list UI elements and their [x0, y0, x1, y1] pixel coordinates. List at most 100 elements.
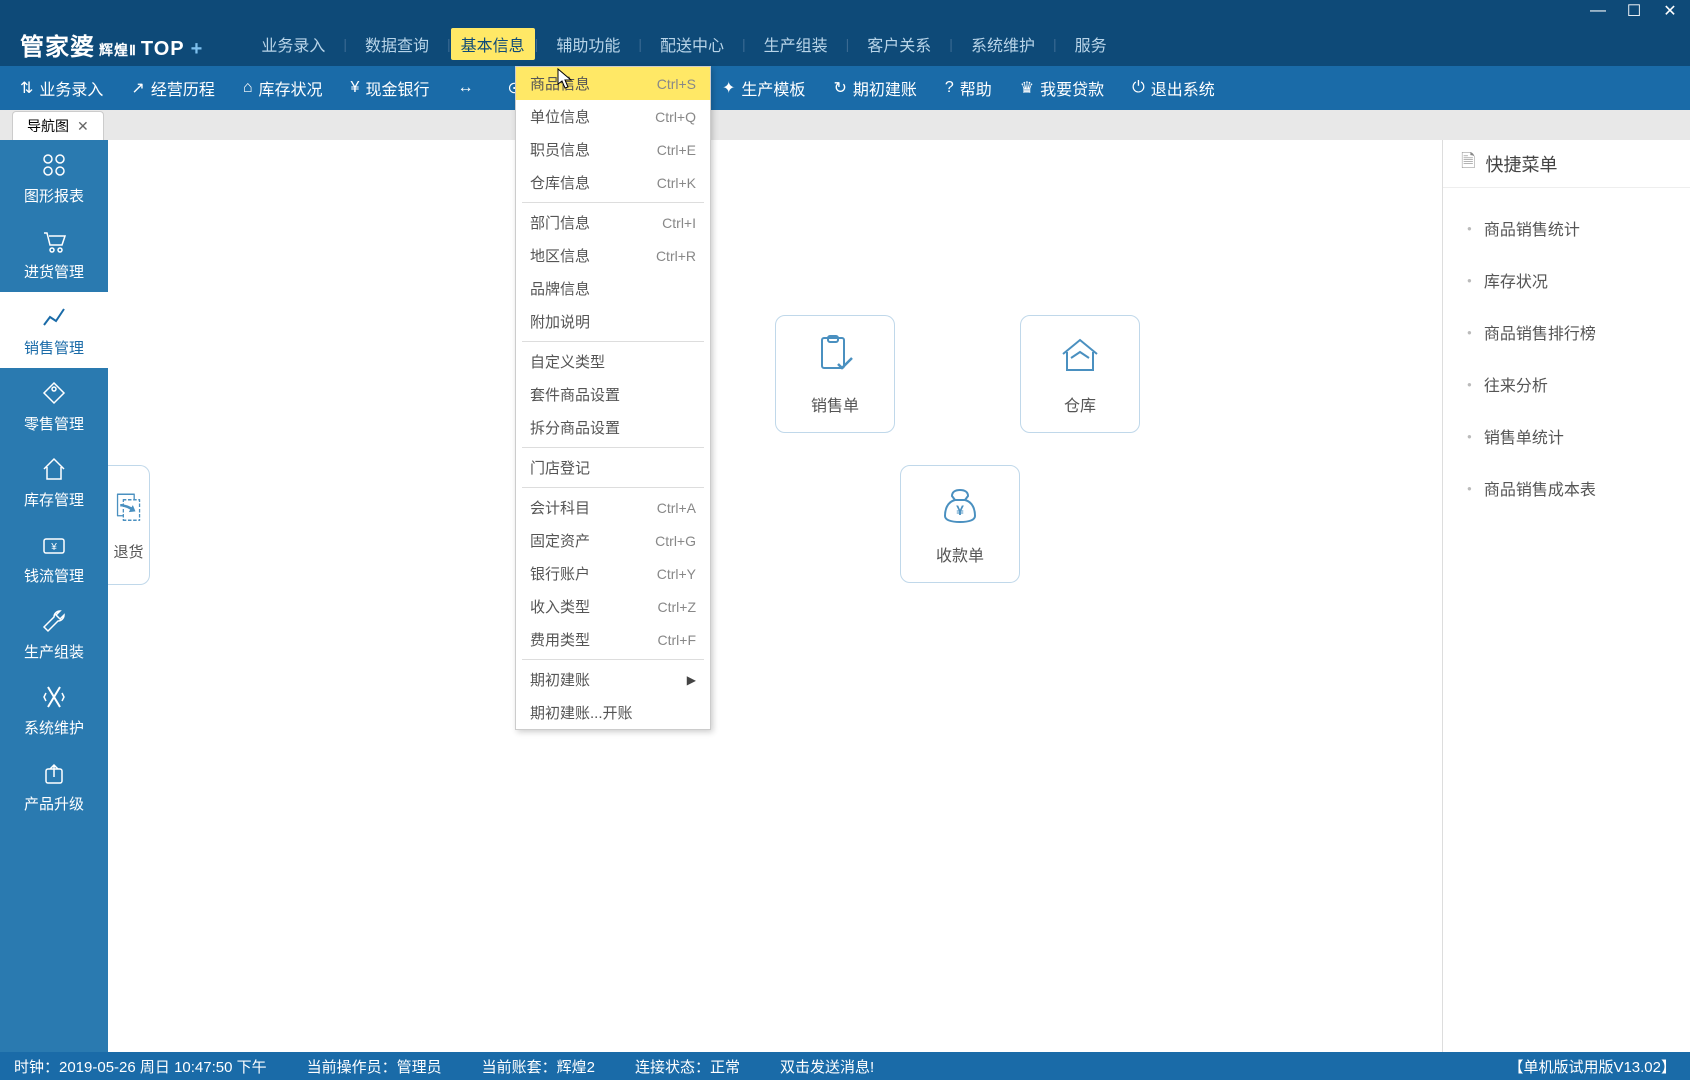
dropdown-item-0-2[interactable]: 职员信息Ctrl+E — [516, 133, 710, 166]
chevron-right-icon: ▶ — [687, 673, 696, 687]
toolbar-item-0[interactable]: ⇅业务录入 — [20, 76, 103, 100]
dropdown-item-2-0[interactable]: 自定义类型 — [516, 345, 710, 378]
dropdown-item-4-3[interactable]: 收入类型Ctrl+Z — [516, 590, 710, 623]
toolbar-item-2[interactable]: ⌂库存状况 — [243, 76, 323, 100]
titlebar: — ☐ ✕ — [0, 0, 1690, 22]
quickmenu-item-0[interactable]: ●商品销售统计 — [1443, 202, 1690, 254]
card-return-partial[interactable]: ⎘ 退货 — [108, 465, 150, 585]
toolbar-item-9[interactable]: ? 帮助 — [945, 76, 992, 100]
sidebar-item-1[interactable]: 进货管理 — [0, 216, 108, 292]
card-2[interactable]: ¥收款单 — [900, 465, 1020, 583]
card-1[interactable]: 仓库 — [1020, 315, 1140, 433]
sidebar-icon — [40, 607, 68, 635]
card-label: 销售单 — [811, 392, 859, 416]
toolbar-label: 帮助 — [960, 76, 992, 100]
quickmenu-item-4[interactable]: ●销售单统计 — [1443, 410, 1690, 462]
toolbar-icon: ♛ — [1020, 78, 1034, 98]
sidebar-label: 零售管理 — [24, 413, 84, 434]
menu-item-2[interactable]: 基本信息 — [451, 28, 535, 60]
return-icon: ⎘ — [116, 489, 142, 527]
dropdown-item-1-3[interactable]: 附加说明 — [516, 305, 710, 338]
dropdown-shortcut: Ctrl+Y — [657, 566, 696, 582]
dropdown-label: 职员信息 — [530, 139, 590, 160]
menu-item-6[interactable]: 客户关系 — [849, 32, 949, 56]
toolbar-item-8[interactable]: ↻期初建账 — [833, 76, 916, 100]
dropdown-item-2-2[interactable]: 拆分商品设置 — [516, 411, 710, 444]
dropdown-item-1-2[interactable]: 品牌信息 — [516, 272, 710, 305]
toolbar-label: 我要贷款 — [1040, 76, 1104, 100]
toolbar-item-4[interactable]: ↔ — [457, 79, 479, 97]
status-message[interactable]: 双击发送消息! — [780, 1056, 874, 1077]
dropdown-label: 自定义类型 — [530, 351, 605, 372]
dropdown-item-0-1[interactable]: 单位信息Ctrl+Q — [516, 100, 710, 133]
dropdown-item-1-0[interactable]: 部门信息Ctrl+I — [516, 206, 710, 239]
toolbar-icon: ¥ — [351, 79, 360, 97]
dropdown-item-4-1[interactable]: 固定资产Ctrl+G — [516, 524, 710, 557]
menu-item-8[interactable]: 服务 — [1057, 32, 1125, 56]
svg-text:¥: ¥ — [50, 542, 57, 553]
menu-item-5[interactable]: 生产组装 — [746, 32, 846, 56]
toolbar-item-3[interactable]: ¥现金银行 — [351, 76, 430, 100]
dropdown-item-4-0[interactable]: 会计科目Ctrl+A — [516, 491, 710, 524]
close-button[interactable]: ✕ — [1662, 1, 1678, 21]
dropdown-item-0-0[interactable]: 商品信息Ctrl+S — [516, 67, 710, 100]
tab-nav[interactable]: 导航图 ✕ — [12, 111, 104, 140]
quick-menu-header: 🗎 快捷菜单 — [1443, 140, 1690, 188]
statusbar: 时钟：2019-05-26 周日 10:47:50 下午 当前操作员：管理员 当… — [0, 1052, 1690, 1080]
maximize-button[interactable]: ☐ — [1626, 1, 1642, 21]
sidebar-label: 销售管理 — [24, 337, 84, 358]
quickmenu-label: 往来分析 — [1484, 372, 1548, 396]
sidebar-item-7[interactable]: 系统维护 — [0, 672, 108, 748]
dropdown-label: 拆分商品设置 — [530, 417, 620, 438]
minimize-button[interactable]: — — [1590, 2, 1606, 20]
dropdown-shortcut: Ctrl+G — [655, 533, 696, 549]
dropdown-label: 门店登记 — [530, 457, 590, 478]
canvas: ⎘ 退货 销售单 仓库¥收款单 — [108, 140, 1442, 1052]
dropdown-label: 期初建账...开账 — [530, 702, 633, 723]
sidebar-item-0[interactable]: 图形报表 — [0, 140, 108, 216]
dropdown-item-4-4[interactable]: 费用类型Ctrl+F — [516, 623, 710, 656]
quickmenu-item-5[interactable]: ●商品销售成本表 — [1443, 462, 1690, 514]
status-version: 【单机版试用版V13.02】 — [1508, 1056, 1676, 1077]
dropdown-label: 期初建账 — [530, 669, 590, 690]
sidebar-item-5[interactable]: ¥钱流管理 — [0, 520, 108, 596]
sidebar-label: 库存管理 — [24, 489, 84, 510]
sidebar-label: 生产组装 — [24, 641, 84, 662]
bullet-icon: ● — [1467, 380, 1472, 389]
sidebar-label: 进货管理 — [24, 261, 84, 282]
sidebar-item-8[interactable]: 产品升级 — [0, 748, 108, 824]
toolbar-item-7[interactable]: ✦生产模板 — [722, 76, 805, 100]
dropdown-item-4-2[interactable]: 银行账户Ctrl+Y — [516, 557, 710, 590]
toolbar-item-1[interactable]: ↗经营历程 — [131, 76, 214, 100]
menu-item-1[interactable]: 数据查询 — [347, 32, 447, 56]
menu-item-7[interactable]: 系统维护 — [953, 32, 1053, 56]
sidebar-item-6[interactable]: 生产组装 — [0, 596, 108, 672]
menu-item-4[interactable]: 配送中心 — [642, 32, 742, 56]
dropdown-item-3-0[interactable]: 门店登记 — [516, 451, 710, 484]
dropdown-item-2-1[interactable]: 套件商品设置 — [516, 378, 710, 411]
dropdown-item-0-3[interactable]: 仓库信息Ctrl+K — [516, 166, 710, 199]
dropdown-item-5-0[interactable]: 期初建账 ▶ — [516, 663, 710, 696]
menu-item-3[interactable]: 辅助功能 — [538, 32, 638, 56]
dropdown-shortcut: Ctrl+S — [657, 76, 696, 92]
toolbar-icon: ? — [945, 79, 954, 97]
dropdown-shortcut: Ctrl+K — [657, 175, 696, 191]
menu-item-0[interactable]: 业务录入 — [243, 32, 343, 56]
dropdown-item-1-1[interactable]: 地区信息Ctrl+R — [516, 239, 710, 272]
status-connection: 连接状态：正常 — [635, 1056, 740, 1077]
sidebar-item-2[interactable]: 销售管理 — [0, 292, 108, 368]
card-0[interactable]: 销售单 — [775, 315, 895, 433]
quickmenu-item-1[interactable]: ●库存状况 — [1443, 254, 1690, 306]
toolbar-item-11[interactable]: ⏻退出系统 — [1132, 76, 1215, 100]
dropdown-label: 费用类型 — [530, 629, 590, 650]
toolbar-item-10[interactable]: ♛ 我要贷款 — [1020, 76, 1104, 100]
tab-close-icon[interactable]: ✕ — [77, 118, 89, 135]
sidebar-item-3[interactable]: 零售管理 — [0, 368, 108, 444]
sidebar-icon — [40, 303, 68, 331]
quickmenu-item-2[interactable]: ●商品销售排行榜 — [1443, 306, 1690, 358]
quickmenu-item-3[interactable]: ● 往来分析 — [1443, 358, 1690, 410]
sidebar-item-4[interactable]: 库存管理 — [0, 444, 108, 520]
bullet-icon: ● — [1467, 484, 1472, 493]
dropdown-item-5-1[interactable]: 期初建账...开账 — [516, 696, 710, 729]
dropdown-shortcut: Ctrl+A — [657, 500, 696, 516]
